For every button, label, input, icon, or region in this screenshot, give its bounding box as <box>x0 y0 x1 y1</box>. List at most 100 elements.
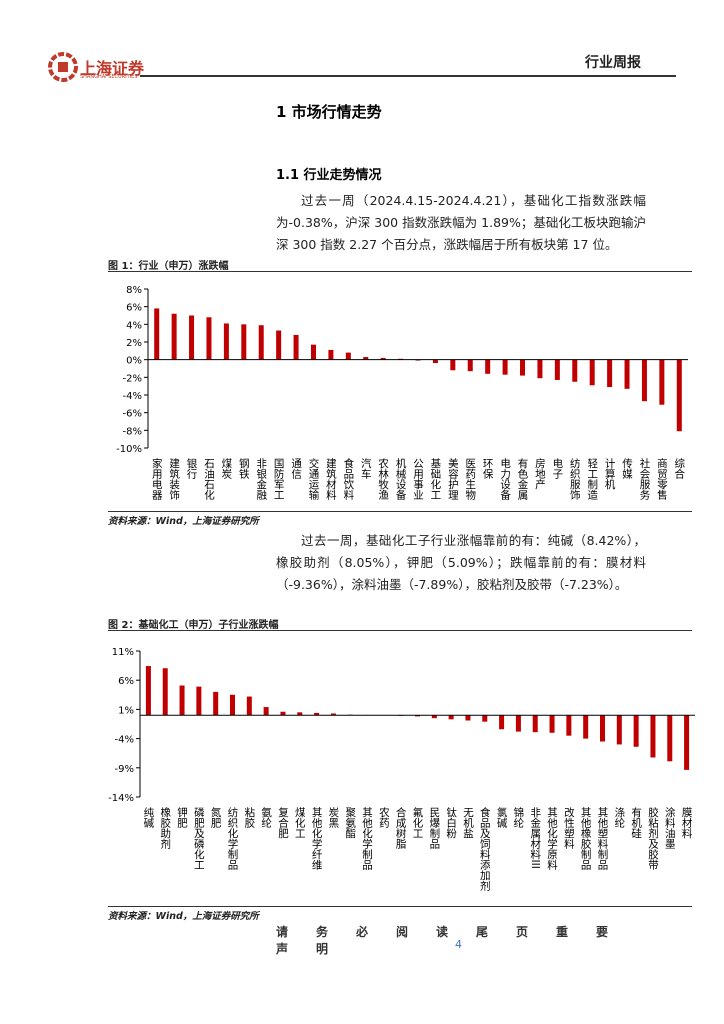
x-tick-label: 膜材料 <box>681 807 693 839</box>
x-tick-label: 煤化工 <box>294 806 306 838</box>
x-tick-label: 社会服务 <box>638 457 650 501</box>
x-tick-label: 橡胶助剂 <box>159 806 171 850</box>
x-tick-label: 氨纶 <box>260 806 272 828</box>
x-tick-label: 农药 <box>378 806 390 829</box>
x-tick-label: 氮肥 <box>210 806 222 829</box>
x-tick-label: 农林牧渔 <box>377 457 389 501</box>
bar <box>246 696 252 716</box>
bar <box>154 308 160 360</box>
bar <box>520 359 526 376</box>
x-tick-label: 医药生物 <box>464 458 476 501</box>
x-tick-label: 通信 <box>290 458 302 480</box>
x-tick-label: 汽车 <box>360 457 372 480</box>
logo-text: 上海证券 <box>80 59 145 78</box>
x-tick-label: 纺织化学制品 <box>227 806 239 871</box>
x-tick-label: 纯碱 <box>142 806 154 829</box>
x-tick-label: 氯碱 <box>496 806 508 829</box>
bar <box>297 712 303 716</box>
x-tick-label: 有色金属 <box>517 457 529 501</box>
bar <box>633 715 639 747</box>
y-tick-label: 8% <box>126 285 142 296</box>
bar <box>258 325 264 360</box>
x-tick-label: 商贸零售 <box>656 457 668 501</box>
x-tick-label: 改性塑料 <box>563 806 575 850</box>
x-tick-label: 建筑装饰 <box>168 457 180 501</box>
source: 资料来源：Wind，上海证券研究所 <box>108 911 259 922</box>
source: 资料来源：Wind，上海证券研究所 <box>108 516 259 527</box>
x-tick-label: 钛白粉 <box>445 806 457 839</box>
y-tick-label: -8% <box>123 426 142 437</box>
x-tick-label: 美容护理 <box>447 457 459 500</box>
bar <box>624 359 630 389</box>
x-tick-label: 其他橡胶制品 <box>580 807 592 871</box>
bar <box>345 352 351 360</box>
y-tick-label: 0% <box>126 356 142 367</box>
bar <box>330 713 336 716</box>
x-tick-label: 建筑材料 <box>325 457 337 501</box>
disclaimer: 请务必阅读尾页重要声明 <box>276 925 637 956</box>
x-tick-label: 无机盐 <box>462 807 474 839</box>
bar <box>600 715 605 742</box>
x-tick-label: 钢铁 <box>238 457 250 480</box>
bar <box>241 324 247 360</box>
y-tick-label: 11% <box>112 647 134 658</box>
x-tick-label: 纺织服饰 <box>569 457 581 501</box>
y-tick-label: 4% <box>126 320 142 331</box>
x-tick-label: 钾肥 <box>176 806 188 829</box>
bar <box>293 334 299 360</box>
x-tick-label: 基础化工 <box>429 457 441 500</box>
x-tick-label: 计算机 <box>604 457 616 490</box>
x-tick-label: 涂料油墨 <box>664 806 676 849</box>
x-tick-label: 有机硅 <box>630 806 642 838</box>
x-tick-label: 国防军工 <box>273 458 285 500</box>
x-tick-label: 聚氨酯 <box>344 807 356 839</box>
rule <box>108 906 692 907</box>
x-tick-label: 煤炭 <box>220 457 232 480</box>
y-tick-label: 6% <box>126 303 142 314</box>
x-tick-label: 胶粘剂及胶带 <box>647 806 659 871</box>
x-tick-label: 其他化学原料 <box>546 807 558 871</box>
bar <box>667 715 673 762</box>
x-tick-label: 氟化工 <box>412 806 424 838</box>
x-tick-label: 轻工制造 <box>586 457 598 500</box>
bar <box>162 668 168 716</box>
y-tick-label: -14% <box>108 793 134 804</box>
x-tick-label: 粘胶 <box>243 806 255 829</box>
bar <box>328 349 334 360</box>
bar <box>314 712 320 716</box>
bar <box>684 715 690 770</box>
x-tick-label: 食品饮料 <box>342 457 354 501</box>
y-tick-label: 6% <box>118 676 134 687</box>
bar <box>415 715 420 717</box>
bar <box>515 715 521 732</box>
x-tick-label: 银行 <box>186 457 198 480</box>
x-tick-label: 磷肥及磷化工 <box>193 806 205 870</box>
y-tick-label: -9% <box>115 764 134 775</box>
y-tick-label: -10% <box>116 444 142 455</box>
bar <box>145 666 151 716</box>
bar <box>467 359 473 372</box>
report-type: 行业周报 <box>585 55 641 71</box>
bar <box>589 359 595 386</box>
x-tick-label: 民爆制品 <box>428 807 440 850</box>
header-rule <box>140 75 676 77</box>
rule <box>108 271 692 272</box>
bar <box>230 694 235 716</box>
x-tick-label: 其他塑料制品 <box>597 807 609 871</box>
x-tick-label: 炭黑 <box>327 807 339 829</box>
bar <box>223 323 229 360</box>
x-tick-label: 电力设备 <box>499 457 511 501</box>
bar <box>213 691 219 716</box>
page-number: 4 <box>455 938 462 951</box>
bar <box>380 357 386 360</box>
bar <box>537 359 543 379</box>
bar <box>549 715 555 733</box>
x-tick-label: 合成树脂 <box>395 806 407 850</box>
bar <box>448 715 454 720</box>
y-tick-label: 1% <box>118 705 134 716</box>
bar <box>659 359 665 405</box>
x-tick-label: 公用事业 <box>412 458 424 500</box>
bar <box>263 707 269 716</box>
chart: 11% 6% 1% -4% -9% -14% 纯碱 橡胶助剂 钾肥 磷肥及磷化工 氮肥 纺织化学制品粘… <box>108 647 695 892</box>
